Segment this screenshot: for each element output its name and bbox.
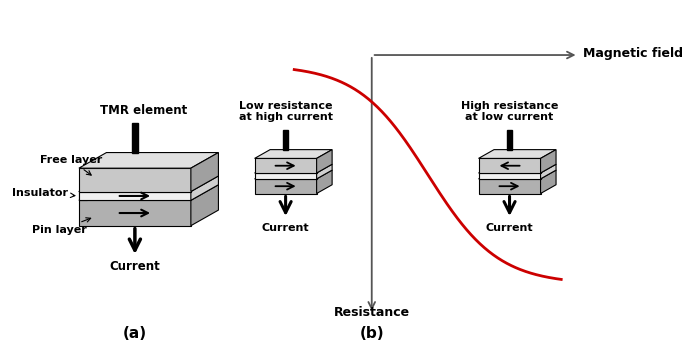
Polygon shape	[79, 200, 191, 226]
Polygon shape	[255, 179, 316, 194]
Polygon shape	[191, 152, 219, 191]
Bar	[283, 130, 288, 150]
Polygon shape	[540, 150, 556, 173]
Polygon shape	[191, 185, 219, 226]
Polygon shape	[79, 176, 114, 191]
Polygon shape	[255, 164, 332, 173]
Text: Current: Current	[486, 223, 534, 233]
Polygon shape	[540, 170, 556, 194]
Polygon shape	[540, 164, 556, 179]
Text: TMR element: TMR element	[100, 105, 187, 117]
Text: Current: Current	[110, 260, 160, 273]
Polygon shape	[316, 164, 332, 179]
Polygon shape	[79, 168, 191, 191]
Polygon shape	[479, 173, 540, 179]
Text: Resistance: Resistance	[334, 306, 410, 319]
Text: Insulator: Insulator	[12, 188, 75, 198]
Bar	[507, 130, 512, 150]
Polygon shape	[79, 152, 219, 168]
Text: High resistance
at low current: High resistance at low current	[461, 101, 558, 122]
Text: Low resistance
at high current: Low resistance at high current	[238, 101, 333, 122]
Polygon shape	[79, 191, 87, 200]
Text: (a): (a)	[123, 326, 147, 341]
Text: Free layer: Free layer	[40, 155, 102, 175]
Polygon shape	[79, 176, 219, 191]
Polygon shape	[479, 179, 540, 194]
Polygon shape	[255, 170, 332, 179]
Text: Magnetic field: Magnetic field	[583, 47, 683, 60]
Polygon shape	[87, 176, 114, 200]
Polygon shape	[316, 150, 332, 173]
Polygon shape	[79, 185, 219, 200]
Bar	[132, 123, 138, 152]
Polygon shape	[255, 173, 316, 179]
Polygon shape	[479, 170, 556, 179]
Polygon shape	[479, 150, 556, 158]
Text: Pin layer: Pin layer	[32, 218, 90, 236]
Polygon shape	[316, 170, 332, 194]
Polygon shape	[479, 158, 540, 173]
Text: (b): (b)	[360, 326, 384, 341]
Polygon shape	[479, 164, 556, 173]
Text: Current: Current	[262, 223, 310, 233]
Polygon shape	[191, 176, 219, 200]
Polygon shape	[79, 191, 191, 200]
Polygon shape	[255, 158, 316, 173]
Polygon shape	[255, 150, 332, 158]
